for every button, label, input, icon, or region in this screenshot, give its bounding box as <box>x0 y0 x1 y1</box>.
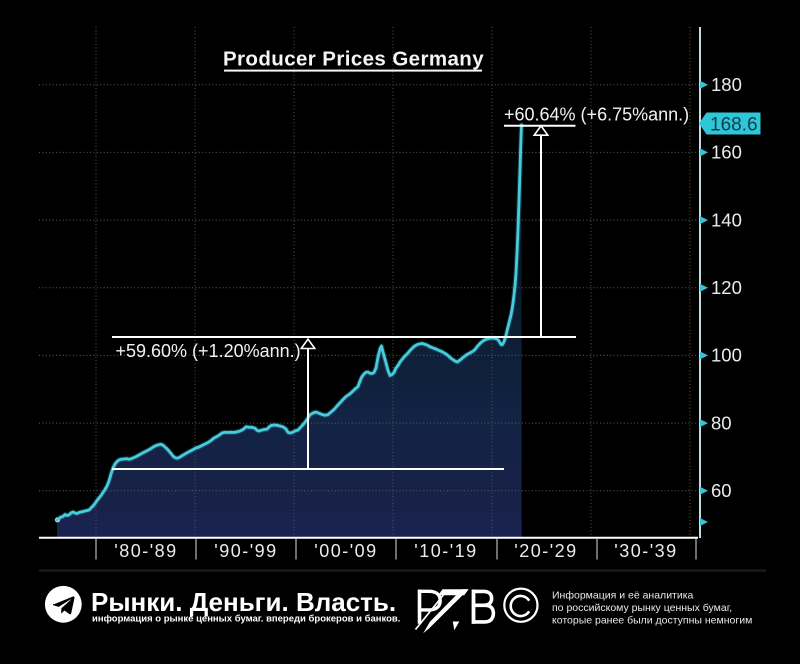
svg-text:168.6: 168.6 <box>710 115 758 136</box>
svg-text:Producer Prices Germany: Producer Prices Germany <box>223 48 484 71</box>
svg-text:которые ранее были доступны не: которые ранее были доступны немногим <box>552 615 752 627</box>
svg-text:+59.60% (+1.20%ann.): +59.60% (+1.20%ann.) <box>116 341 301 361</box>
svg-text:Рынки. Деньги. Власть.: Рынки. Деньги. Власть. <box>91 587 396 617</box>
svg-text:180: 180 <box>711 74 742 95</box>
svg-text:100: 100 <box>711 345 742 366</box>
svg-text:Информация и её аналитика: Информация и её аналитика <box>552 590 694 602</box>
svg-text:120: 120 <box>711 277 742 298</box>
svg-text:160: 160 <box>711 142 742 163</box>
svg-text:'30-'39: '30-'39 <box>614 541 677 561</box>
svg-text:+60.64% (+6.75%ann.): +60.64% (+6.75%ann.) <box>504 105 689 125</box>
svg-text:'00-'09: '00-'09 <box>314 541 377 561</box>
svg-text:по российскому рынку ценных бу: по российскому рынку ценных бумаг, <box>552 602 732 614</box>
svg-text:60: 60 <box>711 480 732 501</box>
svg-text:'80-'89: '80-'89 <box>114 541 177 561</box>
svg-text:'20-'29: '20-'29 <box>514 541 577 561</box>
svg-text:140: 140 <box>711 209 742 230</box>
svg-text:'90-'99: '90-'99 <box>214 541 277 561</box>
svg-text:информация о рынке ценных бума: информация о рынке ценных бумаг. впереди… <box>92 614 400 625</box>
svg-text:80: 80 <box>711 412 732 433</box>
svg-text:'10-'19: '10-'19 <box>414 541 477 561</box>
